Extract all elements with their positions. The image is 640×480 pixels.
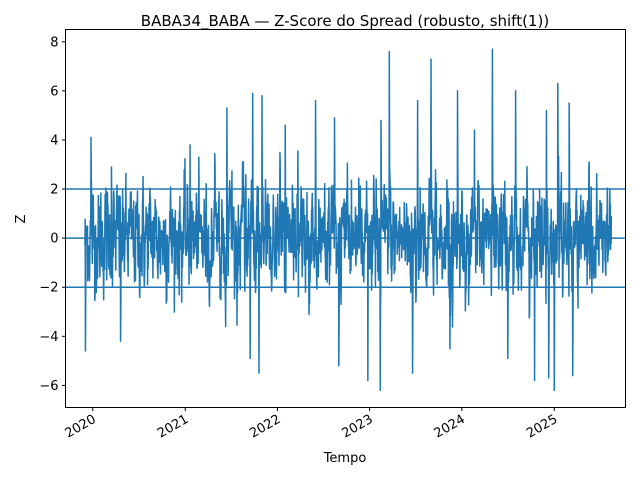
- y-tick-label: 2: [50, 183, 58, 198]
- y-tick-label: 4: [50, 133, 58, 148]
- series-line-0: [84, 48, 613, 392]
- y-tick-label: −6: [39, 379, 58, 394]
- y-axis: −6 −4 −2 0 2 4 6 8: [39, 35, 66, 394]
- axes-frame: [65, 29, 626, 408]
- y-tick-label: 8: [50, 35, 58, 50]
- y-axis-label: Z: [14, 214, 29, 223]
- reference-lines: [65, 188, 626, 288]
- y-tick-label: −4: [39, 330, 58, 345]
- y-tick-label: 0: [50, 232, 58, 247]
- x-axis-label: Tempo: [323, 451, 367, 466]
- y-tick-label: 6: [50, 84, 58, 99]
- y-tick-label: −2: [39, 281, 58, 296]
- plot-area: [84, 48, 613, 392]
- chart-title: BABA34_BABA — Z-Score do Spread (robusto…: [141, 12, 549, 31]
